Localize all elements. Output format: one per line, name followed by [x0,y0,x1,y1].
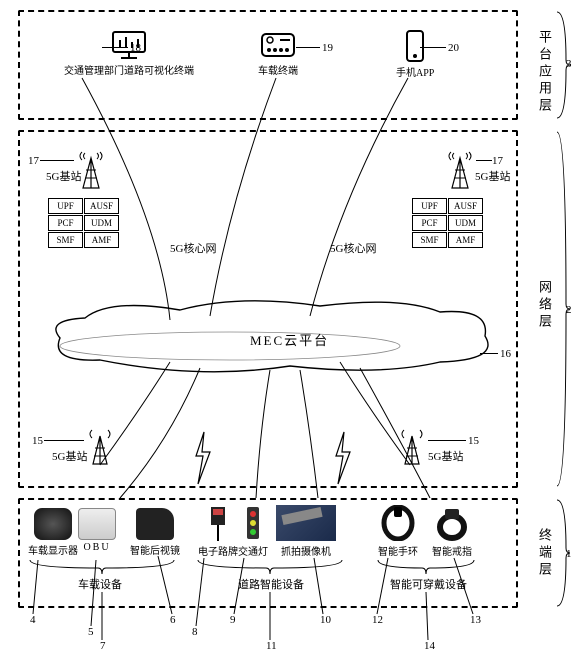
core-upf: UPF [48,198,83,214]
ref-18: 18 [130,42,141,54]
brace-vehicle [28,558,176,576]
label-road-group: 道路智能设备 [238,576,304,592]
antenna-icon [398,428,426,466]
lightning-icon [190,430,214,486]
core-pcf: PCF [412,215,447,231]
label-core-left: 5G核心网 [170,240,216,256]
ref-11: 11 [266,640,277,652]
ref-1: 1 [566,548,572,560]
node-vehicle-terminal: 车载终端 [258,30,298,77]
core-pcf: PCF [48,215,83,231]
sign-icon [209,505,227,541]
node-vis-terminal: 交通管理部门道路可视化终端 [64,30,194,77]
label-bs-tl: 5G基站 [46,168,81,184]
ref-5: 5 [88,626,94,638]
core-ausf: AUSF [84,198,119,214]
core-ausf: AUSF [448,198,483,214]
ref-6: 6 [170,614,176,626]
dev-camera: 抓拍摄像机 [276,505,336,558]
base-station-top-right [445,150,475,190]
dev-display: 车载显示器 [28,508,78,557]
lbl-light: 交通灯 [238,543,268,558]
antenna-icon [86,428,114,466]
label-app-layer: 平台应用层 [535,30,554,115]
label-phone: 手机APP [396,64,434,79]
lightning-icon [330,430,354,486]
lbl-display: 车载显示器 [28,542,78,557]
core-smf: SMF [412,232,447,248]
ref-13: 13 [470,614,481,626]
core-smf: SMF [48,232,83,248]
core-amf: AMF [84,232,119,248]
base-station-bot-left [86,428,114,466]
ref-12: 12 [372,614,383,626]
core-grid-right: UPF AUSF PCF UDM SMF AMF [412,198,483,248]
brace-road [196,558,344,576]
ref-15b: 15 [468,435,479,447]
brace-wear [376,558,476,576]
ref-9: 9 [230,614,236,626]
dev-mirror: 智能后视镜 [130,508,180,557]
vehicle-terminal-icon [260,30,296,60]
dev-light: 交通灯 [238,505,268,558]
ring-icon [435,505,469,541]
lbl-mirror: 智能后视镜 [130,542,180,557]
ref-17b: 17 [492,155,503,167]
ref-17a: 17 [28,155,39,167]
label-net-layer: 网络层 [535,280,554,331]
label-wear-group: 智能可穿戴设备 [390,576,467,592]
ref-10: 10 [320,614,331,626]
core-upf: UPF [412,198,447,214]
ref-14: 14 [424,640,435,652]
label-bs-tr: 5G基站 [475,168,510,184]
label-core-right: 5G核心网 [330,240,376,256]
ref-19: 19 [322,42,333,54]
ref-2: 2 [566,304,572,316]
lbl-obu: OBU [83,542,110,553]
monitor-icon [111,30,147,60]
node-phone-app: 手机APP [396,30,434,79]
band-icon [381,505,415,541]
lbl-sign: 电子路牌 [198,543,238,558]
label-veh: 车载终端 [258,62,298,77]
ref-8: 8 [192,626,198,638]
traffic-light-icon [245,505,261,541]
lbl-camera: 抓拍摄像机 [281,543,331,558]
label-vehicle-group: 车载设备 [78,576,122,592]
ref-3: 3 [566,58,580,70]
core-grid-left: UPF AUSF PCF UDM SMF AMF [48,198,119,248]
core-udm: UDM [448,215,483,231]
phone-icon [404,30,426,62]
label-bs-bl: 5G基站 [52,448,87,464]
core-udm: UDM [84,215,119,231]
dev-ring: 智能戒指 [432,505,472,558]
label-term-layer: 终端层 [535,528,554,579]
ref-7: 7 [100,640,106,652]
dev-sign: 电子路牌 [198,505,238,558]
ref-15a: 15 [32,435,43,447]
core-amf: AMF [448,232,483,248]
dev-band: 智能手环 [378,505,418,558]
label-bs-br: 5G基站 [428,448,463,464]
label-vis: 交通管理部门道路可视化终端 [64,62,194,77]
base-station-bot-right [398,428,426,466]
lbl-band: 智能手环 [378,543,418,558]
ref-20: 20 [448,42,459,54]
ref-16: 16 [500,348,511,360]
label-cloud: MEC云平台 [250,330,329,349]
ref-4: 4 [30,614,36,626]
antenna-icon [445,150,475,190]
lbl-ring: 智能戒指 [432,543,472,558]
dev-obu: OBU [78,508,116,553]
